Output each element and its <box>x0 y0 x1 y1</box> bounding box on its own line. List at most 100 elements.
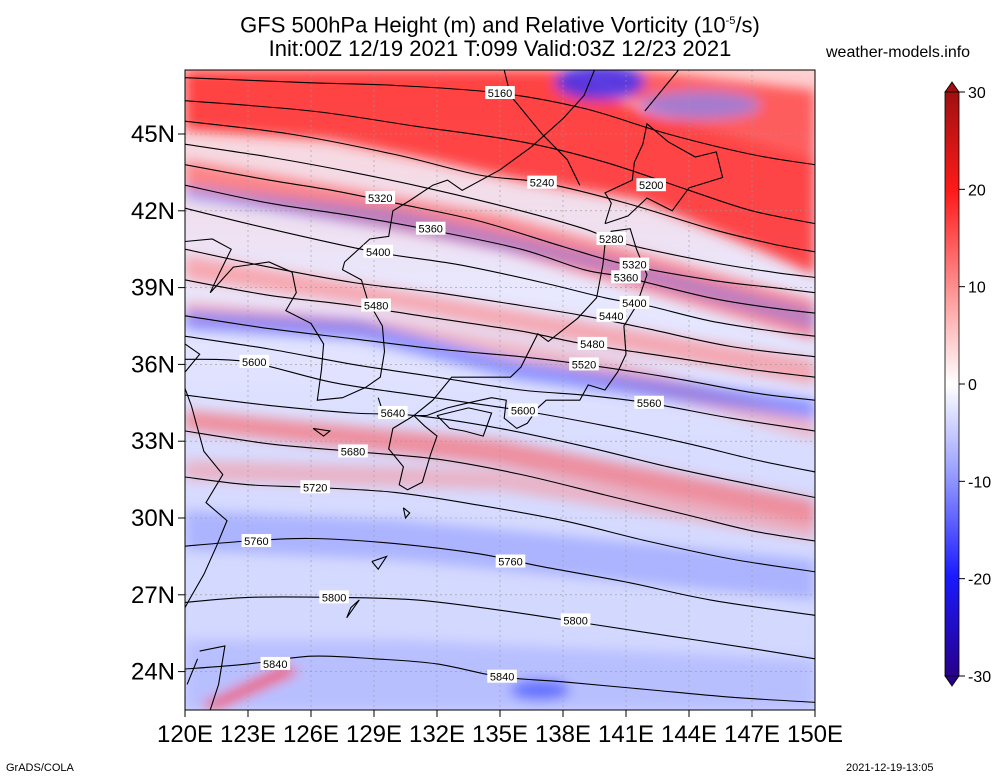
chart-title-line1: GFS 500hPa Height (m) and Relative Vorti… <box>240 12 760 38</box>
coastline <box>186 658 199 685</box>
contour-label: 5320 <box>622 260 646 272</box>
coastline <box>436 407 493 437</box>
contour-label-bg <box>300 480 330 494</box>
lon-tick-label: 123E <box>220 721 276 748</box>
contour-label-bg <box>619 295 650 309</box>
contour-label-bg <box>241 534 272 548</box>
contour-label: 5760 <box>244 536 268 548</box>
colorbar-label: 10 <box>968 280 986 297</box>
coastline <box>604 122 724 225</box>
height-contour-5440 <box>185 248 815 358</box>
contour-label-bg <box>611 270 641 284</box>
height-contour-5360 <box>185 184 815 314</box>
coastline <box>388 415 438 491</box>
colorbar-label: -10 <box>968 474 991 491</box>
contour-label: 5640 <box>381 408 405 420</box>
contour-label-bg <box>619 257 650 271</box>
lon-tick-label: 138E <box>535 721 591 748</box>
height-contour-5520 <box>185 315 815 401</box>
lon-tick-label: 132E <box>409 721 465 748</box>
lat-tick-label: 30N <box>131 505 175 532</box>
coastline <box>644 70 679 112</box>
height-contour-5160 <box>185 77 815 166</box>
lon-tick-label: 126E <box>283 721 339 748</box>
lon-tick-label: 150E <box>787 721 843 748</box>
coastline <box>371 555 388 571</box>
coastline <box>185 343 228 608</box>
contour-label: 5800 <box>322 592 346 604</box>
height-contour-5680 <box>185 430 815 542</box>
colorbar-label: 30 <box>968 85 986 102</box>
height-contour-5800 <box>185 596 815 660</box>
contour-label-bg <box>596 308 627 322</box>
contour-label: 5320 <box>368 193 392 205</box>
colorbar-label: 20 <box>968 182 986 199</box>
contour-label: 5720 <box>303 482 327 494</box>
lon-axis: 120E 123E 126E 129E 132E 135E 138E 141E 144E 147E… <box>157 710 843 748</box>
contour-label: 5840 <box>263 659 287 671</box>
contour-label-bg <box>365 191 396 204</box>
contour-label-bg <box>527 175 557 189</box>
contour-label: 5240 <box>530 178 554 190</box>
contour-label-bg <box>634 395 664 409</box>
height-contour-5480 <box>185 279 815 378</box>
coastline <box>346 599 360 619</box>
contour-label: 5840 <box>490 672 514 684</box>
lon-tick-label: 144E <box>661 721 717 748</box>
lat-tick-label: 42N <box>131 198 175 225</box>
chart-title-line2: Init:00Z 12/19 2021 T:099 Valid:03Z 12/2… <box>268 36 732 61</box>
colorbar-label: -30 <box>968 669 991 686</box>
lon-tick-label: 120E <box>157 721 213 748</box>
coastline <box>199 645 226 710</box>
lat-tick-label: 45N <box>131 121 175 148</box>
contour-label-bg <box>378 406 408 420</box>
contour-label: 5360 <box>614 272 638 284</box>
coastlines <box>185 70 724 710</box>
contour-label-bg <box>487 669 517 683</box>
lat-tick-label: 24N <box>131 659 175 686</box>
lon-tick-label: 147E <box>724 721 780 748</box>
contour-label: 5480 <box>580 339 604 351</box>
lat-tick-label: 36N <box>131 351 175 378</box>
contour-label-bg <box>508 403 538 417</box>
footer-timestamp: 2021-12-19-13:05 <box>846 762 934 774</box>
contour-label: 5560 <box>637 398 661 410</box>
height-contour-5320 <box>185 164 815 294</box>
contour-label: 5800 <box>563 615 587 627</box>
contour-label: 5160 <box>488 88 512 100</box>
coastline <box>312 427 332 437</box>
contour-label: 5480 <box>364 301 388 313</box>
contour-label-bg <box>363 244 393 258</box>
coastline <box>402 507 411 520</box>
contour-label-bg <box>415 221 446 235</box>
lon-tick-label: 129E <box>346 721 402 748</box>
contour-label: 5280 <box>599 234 623 246</box>
contour-label-bg <box>577 336 608 350</box>
contour-label: 5600 <box>511 405 535 417</box>
contour-label: 5760 <box>498 557 522 569</box>
contour-label-bg <box>569 357 599 371</box>
site-credit: weather-models.info <box>826 44 971 61</box>
height-contour-5280 <box>185 143 815 278</box>
contour-label-bg <box>239 354 270 368</box>
contour-label-bg <box>485 86 515 100</box>
contour-label: 5600 <box>242 357 266 369</box>
contour-label-bg <box>260 656 291 670</box>
contour-label-bg <box>636 178 666 192</box>
colorbar-bottom-arrow <box>944 675 960 687</box>
lat-tick-label: 33N <box>131 428 175 455</box>
contour-label: 5400 <box>622 298 646 310</box>
coastline <box>185 70 596 401</box>
contour-label-bg <box>560 613 591 627</box>
contour-label: 5200 <box>639 180 663 192</box>
contour-label-bg <box>338 444 368 458</box>
contour-label: 5360 <box>418 224 442 236</box>
colorbar-top-arrow <box>944 81 960 93</box>
contour-label-bg <box>319 590 349 604</box>
contour-label-bg <box>361 298 391 312</box>
colorbar-bar <box>944 91 960 677</box>
footer-credit: GrADS/COLA <box>6 762 74 774</box>
height-contour-5720 <box>185 476 815 573</box>
